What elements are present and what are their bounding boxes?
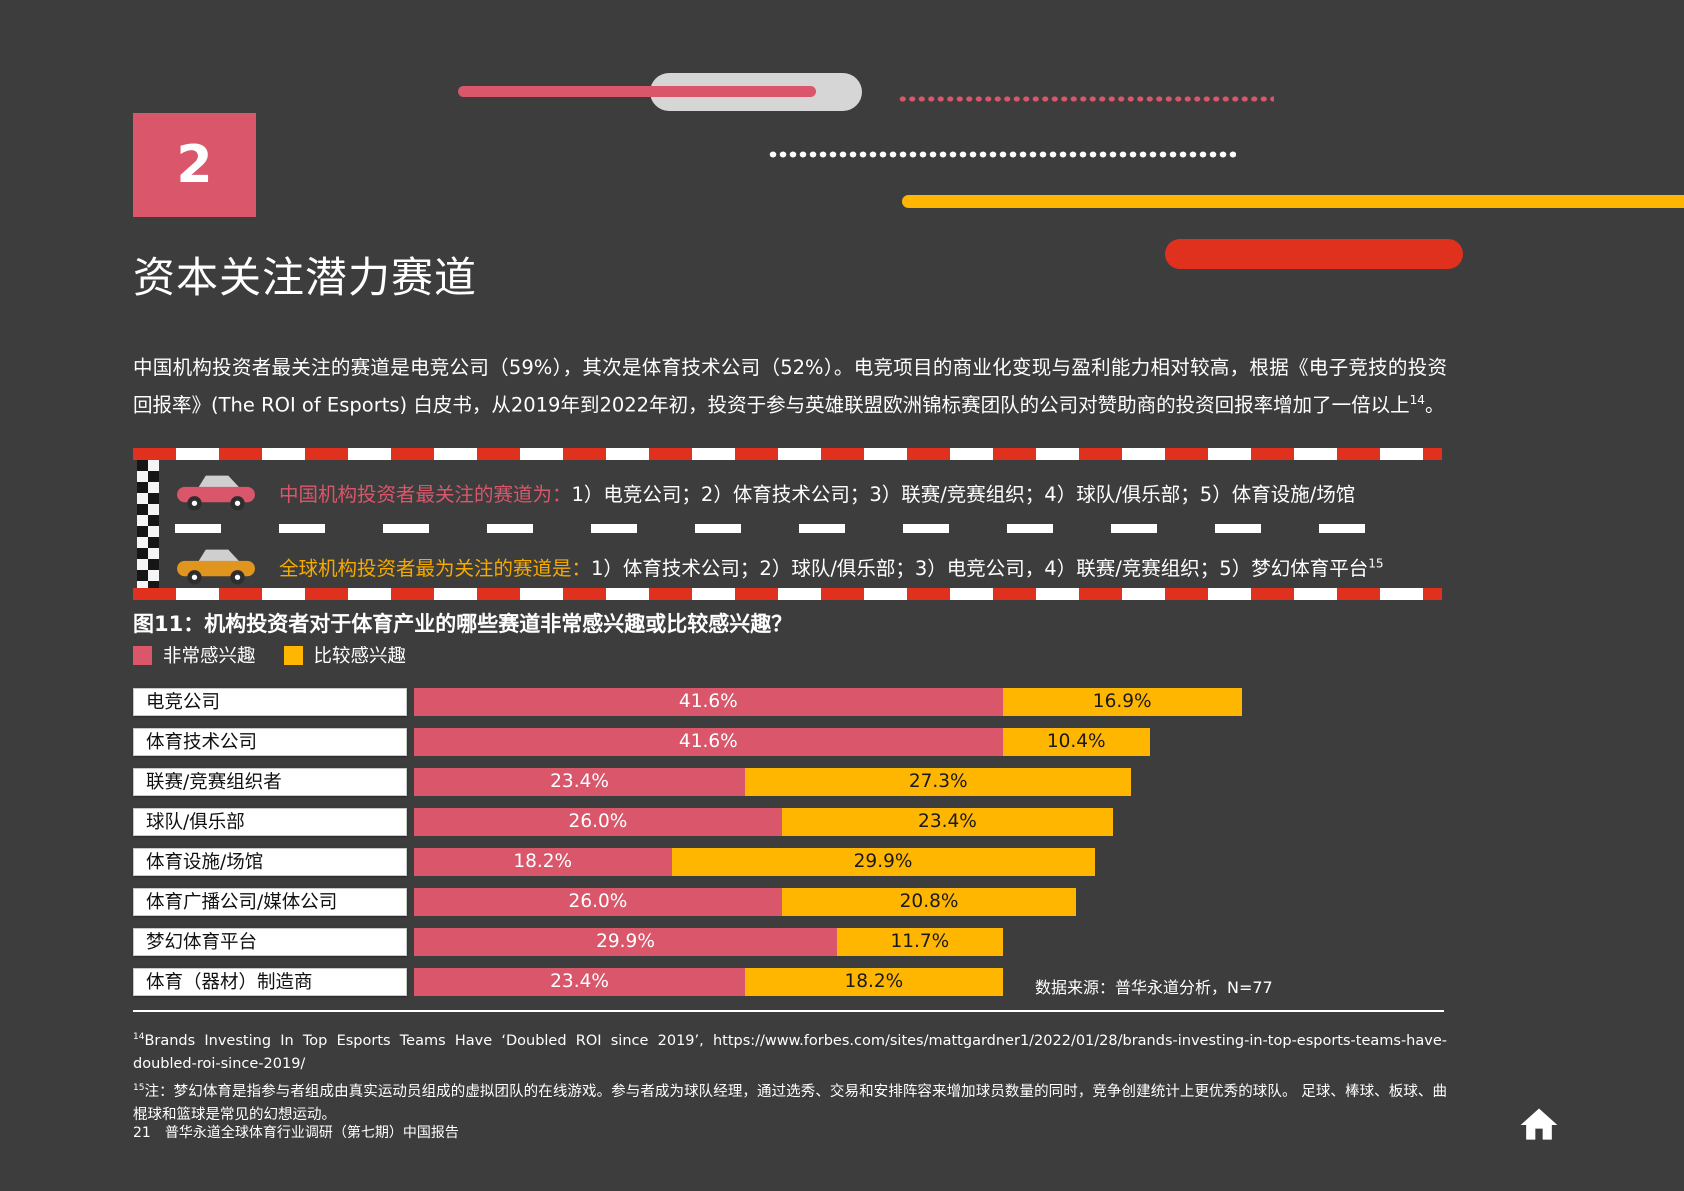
chart-row: 体育设施/场馆 18.2% 29.9% — [133, 848, 1463, 876]
china-rest-text: 1）电竞公司；2）体育技术公司；3）联赛/竞赛组织；4）球队/俱乐部；5）体育设… — [571, 482, 1356, 506]
chart-legend: 非常感兴趣 比较感兴趣 — [133, 642, 406, 668]
footnote-ref-15: 15 — [1368, 556, 1384, 570]
bar-segment-very-interested: 41.6% — [414, 728, 1003, 756]
road-dashed-line — [175, 524, 1408, 533]
footnote-text: Brands Investing In Top Esports Teams Ha… — [133, 1032, 1447, 1073]
race-stripe-bottom — [133, 588, 1442, 600]
legend-item-somewhat-interested: 比较感兴趣 — [283, 642, 407, 668]
global-lead-text: 全球机构投资者最为关注的赛道是： — [279, 556, 592, 580]
footnote-14: 14Brands Investing In Top Esports Teams … — [133, 1026, 1447, 1077]
decor-pink-dotted-line — [898, 95, 1274, 103]
chart-category-label: 体育（器材）制造商 — [133, 968, 407, 996]
stacked-bar-chart: 电竞公司 41.6% 16.9% 体育技术公司 41.6% 10.4% 联赛/竞赛组织者 23… — [133, 688, 1463, 1008]
china-investors-row: 中国机构投资者最关注的赛道为：1）电竞公司；2）体育技术公司；3）联赛/竞赛组织… — [175, 470, 1436, 514]
bar-segment-very-interested: 23.4% — [414, 768, 746, 796]
chart-category-label: 电竞公司 — [133, 688, 407, 716]
bar-segment-very-interested: 26.0% — [414, 888, 782, 916]
highlight-box: 中国机构投资者最关注的赛道为：1）电竞公司；2）体育技术公司；3）联赛/竞赛组织… — [133, 448, 1442, 600]
footnote-15: 15注：梦幻体育是指参与者组成由真实运动员组成的虚拟团队的在线游戏。参与者成为球… — [133, 1077, 1447, 1128]
chart-category-label: 球队/俱乐部 — [133, 808, 407, 836]
page-number: 21 — [133, 1125, 151, 1141]
chart-row: 体育广播公司/媒体公司 26.0% 20.8% — [133, 888, 1463, 916]
chart-row: 体育技术公司 41.6% 10.4% — [133, 728, 1463, 756]
chart-row: 联赛/竞赛组织者 23.4% 27.3% — [133, 768, 1463, 796]
intro-text: 中国机构投资者最关注的赛道是电竞公司（59%），其次是体育技术公司（52%）。电… — [133, 356, 1447, 417]
chart-category-label: 体育技术公司 — [133, 728, 407, 756]
bar-segment-somewhat-interested: 23.4% — [781, 808, 1113, 836]
chart-category-label: 联赛/竞赛组织者 — [133, 768, 407, 796]
bar-segment-somewhat-interested: 29.9% — [671, 848, 1095, 876]
page-title: 资本关注潜力赛道 — [133, 253, 478, 302]
footnotes: 14Brands Investing In Top Esports Teams … — [133, 1026, 1447, 1128]
intro-paragraph: 中国机构投资者最关注的赛道是电竞公司（59%），其次是体育技术公司（52%）。电… — [133, 351, 1447, 422]
chart-title: 图11：机构投资者对于体育产业的哪些赛道非常感兴趣或比较感兴趣？ — [133, 612, 793, 636]
footnote-ref-14: 14 — [1409, 393, 1425, 407]
report-title: 普华永道全球体育行业调研（第七期）中国报告 — [164, 1125, 459, 1141]
legend-label: 比较感兴趣 — [313, 646, 407, 667]
china-lead-text: 中国机构投资者最关注的赛道为： — [279, 482, 572, 506]
bar-segment-somewhat-interested: 16.9% — [1002, 688, 1242, 716]
section-number-badge: 2 — [133, 113, 256, 217]
chart-source: 数据来源：普华永道分析，N=77 — [1035, 978, 1273, 997]
legend-swatch-yellow — [283, 645, 303, 665]
bar-segment-somewhat-interested: 18.2% — [745, 968, 1003, 996]
checkered-flag-icon — [137, 460, 159, 588]
chart-category-label: 体育设施/场馆 — [133, 848, 407, 876]
race-stripe-top — [133, 448, 1442, 460]
footnote-text: 注：梦幻体育是指参与者组成由真实运动员组成的虚拟团队的在线游戏。参与者成为球队经… — [133, 1083, 1447, 1124]
bar-segment-very-interested: 26.0% — [414, 808, 782, 836]
home-button[interactable] — [1516, 1100, 1562, 1150]
chart-row: 球队/俱乐部 26.0% 23.4% — [133, 808, 1463, 836]
china-investors-text: 中国机构投资者最关注的赛道为：1）电竞公司；2）体育技术公司；3）联赛/竞赛组织… — [279, 478, 1355, 507]
bar-segment-very-interested: 29.9% — [414, 928, 838, 956]
decor-yellow-bar — [902, 195, 1684, 208]
decor-pink-line — [458, 86, 816, 97]
bar-segment-somewhat-interested: 10.4% — [1002, 728, 1150, 756]
legend-item-very-interested: 非常感兴趣 — [133, 642, 256, 668]
global-investors-row: 全球机构投资者最为关注的赛道是：1）体育技术公司；2）球队/俱乐部；3）电竞公司… — [175, 544, 1436, 588]
car-icon — [177, 475, 255, 511]
page-footer: 21 普华永道全球体育行业调研（第七期）中国报告 — [133, 1122, 459, 1142]
intro-tail: 。 — [1424, 393, 1445, 417]
chart-row: 电竞公司 41.6% 16.9% — [133, 688, 1463, 716]
chart-row: 体育（器材）制造商 23.4% 18.2% — [133, 968, 1463, 996]
footer-divider — [133, 1010, 1444, 1012]
decor-red-bar — [1165, 239, 1463, 269]
footnote-marker: 15 — [133, 1082, 145, 1093]
bar-segment-somewhat-interested: 27.3% — [745, 768, 1132, 796]
global-rest-text: 1）体育技术公司；2）球队/俱乐部；3）电竞公司，4）联赛/竞赛组织；5）梦幻体… — [591, 556, 1369, 580]
bar-segment-somewhat-interested: 11.7% — [837, 928, 1003, 956]
chart-row: 梦幻体育平台 29.9% 11.7% — [133, 928, 1463, 956]
chart-category-label: 梦幻体育平台 — [133, 928, 407, 956]
legend-swatch-rose — [133, 645, 152, 665]
decor-white-dotted-line — [768, 150, 1236, 159]
home-icon — [1520, 1108, 1558, 1140]
section-number: 2 — [176, 135, 213, 195]
car-icon — [177, 549, 255, 585]
chart-category-label: 体育广播公司/媒体公司 — [133, 888, 407, 916]
bar-segment-very-interested: 18.2% — [414, 848, 672, 876]
bar-segment-very-interested: 41.6% — [414, 688, 1003, 716]
bar-segment-somewhat-interested: 20.8% — [781, 888, 1077, 916]
bar-segment-very-interested: 23.4% — [414, 968, 746, 996]
legend-label: 非常感兴趣 — [163, 646, 256, 667]
global-investors-text: 全球机构投资者最为关注的赛道是：1）体育技术公司；2）球队/俱乐部；3）电竞公司… — [279, 552, 1384, 581]
footnote-marker: 14 — [133, 1032, 145, 1042]
